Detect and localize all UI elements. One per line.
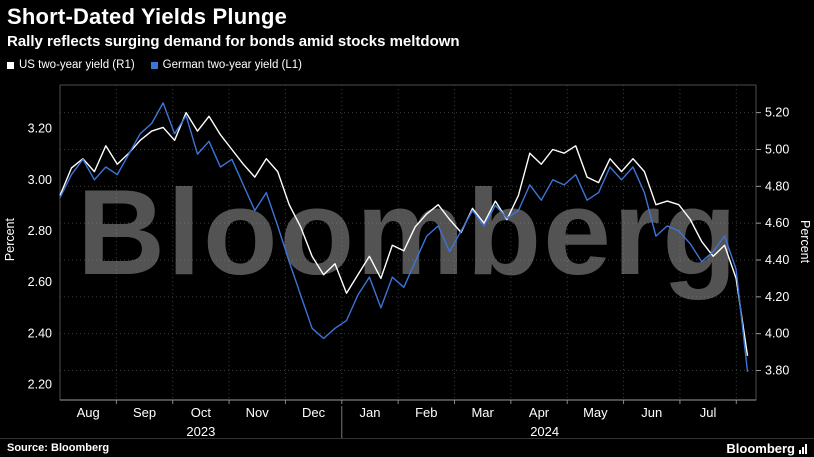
chart-area: Percent Percent Bloomberg 2.20 2.40 2.60 2.8… [0,78,814,438]
x-axis-month-label: Apr [529,405,550,420]
source-attribution: Source: Bloomberg [7,442,110,454]
chart-legend: US two-year yield (R1) German two-year y… [7,59,302,71]
us-yield-swatch-icon [7,61,14,69]
left-axis-title: Percent [3,218,17,262]
legend-label-german: German two-year yield (L1) [162,59,302,71]
x-axis-year-label: 2024 [530,424,559,438]
german-yield-swatch-icon [150,61,158,69]
chart-subtitle: Rally reflects surging demand for bonds … [7,33,460,50]
left-axis-tick-label: 3.00 [28,173,52,187]
right-axis-title: Percent [798,220,812,264]
right-axis-tick-label: 4.00 [765,327,789,341]
right-axis-tick-label: 4.40 [765,253,789,267]
right-axis-tick-label: 3.80 [765,364,789,378]
x-axis-month-label: May [583,405,608,420]
x-axis-month-label: Nov [246,405,270,420]
x-axis-month-label: Jun [641,405,662,420]
x-axis-month-label: Aug [77,405,100,420]
chart-header: Short-Dated Yields Plunge Rally reflects… [7,4,460,50]
series-line-us-two-year [59,111,749,356]
x-axis-month-label: Dec [302,405,326,420]
right-axis-tick-label: 4.60 [765,216,789,230]
right-axis-tick-label: 4.80 [765,179,789,193]
x-axis-month-label: Jul [700,405,717,420]
x-axis-month-label: Sep [133,405,156,420]
right-axis-tick-label: 5.20 [765,106,789,120]
x-axis-year-label: 2023 [186,424,215,438]
footer-bar: Source: Bloomberg Bloomberg [0,438,814,457]
left-axis-tick-label: 2.20 [28,378,52,392]
bloomberg-logo-text: Bloomberg [726,440,795,456]
right-axis-tick-label: 5.00 [765,142,789,156]
chart-canvas: Bloomberg 2.20 2.40 2.60 2.80 3.00 3.20 3.80 4.0… [28,84,789,438]
legend-label-us: US two-year yield (R1) [19,59,135,71]
x-axis-month-label: Jan [359,405,380,420]
left-axis-tick-label: 2.60 [28,275,52,289]
x-axis-month-label: Oct [191,405,212,420]
bloomberg-watermark: Bloomberg [77,164,739,300]
x-axis-month-label: Mar [471,405,494,420]
left-axis-tick-label: 3.20 [28,122,52,136]
chart-title: Short-Dated Yields Plunge [7,4,288,29]
series-line-german-two-year [59,102,749,372]
legend-item-us-yield: US two-year yield (R1) [7,59,135,71]
legend-item-german-yield: German two-year yield (L1) [150,59,302,71]
right-axis-tick-label: 4.20 [765,290,789,304]
x-axis-month-label: Feb [415,405,437,420]
left-axis-tick-label: 2.80 [28,224,52,238]
bloomberg-logo: Bloomberg [726,441,807,456]
bloomberg-chart-icon [799,443,807,456]
left-axis-tick-label: 2.40 [28,326,52,340]
